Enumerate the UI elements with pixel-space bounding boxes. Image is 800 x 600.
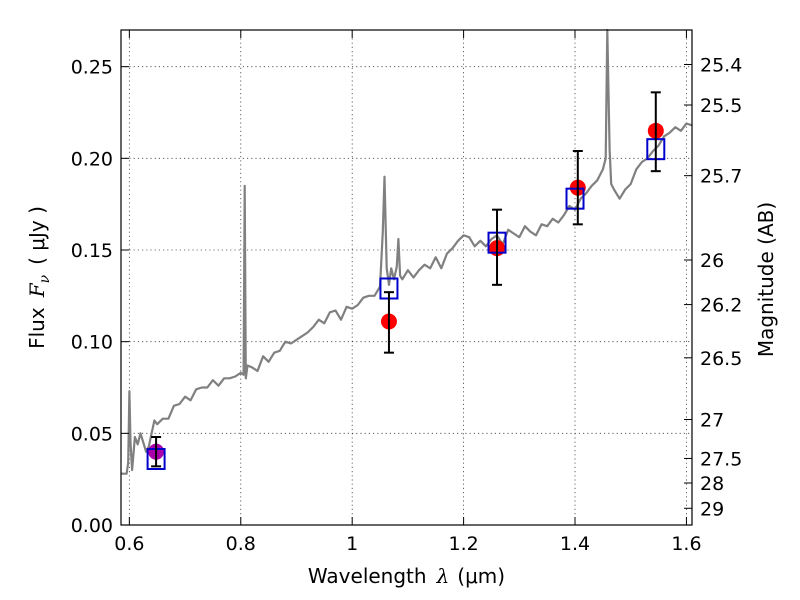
y2-tick-label: 25.4	[700, 54, 742, 76]
x-axis-label: Wavelength λ (μm)	[308, 564, 505, 588]
axis-ticks: 0.6 0.8 1 1.2 1.4 1.6 0.00 0.05 0.10 0.15 0.20 0.25…	[71, 30, 742, 555]
y-tick-label: 0.05	[71, 423, 113, 445]
y2-tick-label: 27	[700, 410, 724, 432]
x-tick-label: 1.6	[671, 533, 701, 555]
y2-tick-label: 26.2	[700, 295, 742, 317]
spectrum-series	[121, 28, 693, 475]
y2-tick-label: 27.5	[700, 448, 742, 470]
y2-tick-label: 25.5	[700, 95, 742, 117]
model-square	[565, 187, 585, 210]
y-tick-label: 0.15	[71, 240, 113, 262]
x-tick-label: 1.4	[560, 533, 590, 555]
photometry-points	[146, 91, 666, 470]
y-tick-label: 0.25	[71, 57, 113, 79]
y2-axis-label: Magnitude (AB)	[754, 202, 778, 357]
y2-tick-label: 26	[700, 250, 724, 272]
x-tick-label: 0.8	[226, 533, 256, 555]
y2-tick-label: 25.7	[700, 166, 742, 188]
y-tick-label: 0.10	[71, 332, 113, 354]
y-tick-label: 0.00	[71, 515, 113, 537]
y2-tick-label: 29	[700, 498, 724, 520]
y-axis-label: FluxFν( μJy )	[25, 206, 53, 349]
plot-frame	[120, 29, 693, 526]
x-tick-label: 0.6	[114, 533, 144, 555]
y-tick-label: 0.20	[71, 148, 113, 170]
x-tick-label: 1.2	[448, 533, 478, 555]
x-tick-label: 1	[346, 533, 358, 555]
y2-tick-label: 26.5	[700, 348, 742, 370]
spectrum-line	[121, 28, 693, 475]
y2-tick-label: 28	[700, 473, 724, 495]
